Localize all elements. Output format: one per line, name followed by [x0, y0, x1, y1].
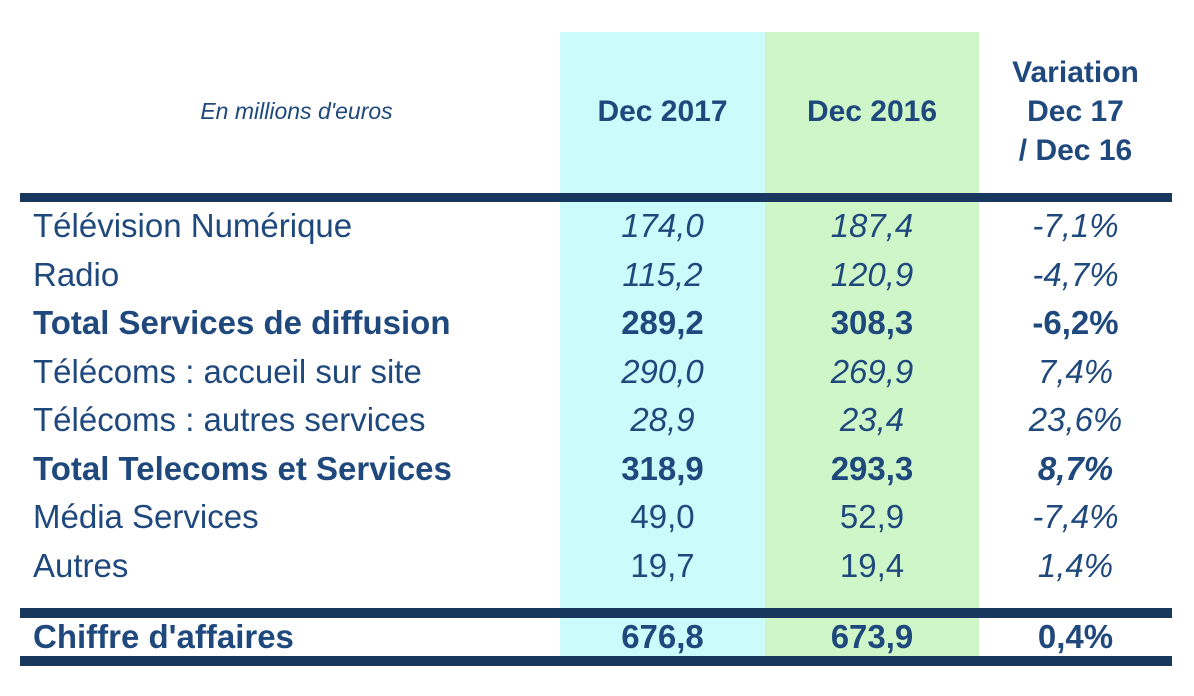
row-label: Total Telecoms et Services — [33, 449, 452, 487]
value-dec2016: 19,4 — [839, 546, 905, 584]
row-label: Chiffre d'affaires — [33, 618, 294, 655]
value-variation: 0,4% — [1037, 618, 1114, 655]
total-top-divider — [20, 608, 1172, 618]
dec2016-column-highlight — [765, 32, 979, 656]
value-dec2016: 293,3 — [830, 449, 914, 487]
value-dec2016: 23,4 — [839, 401, 905, 439]
row-label: Télécoms : autres services — [33, 401, 426, 439]
col-header-dec-2017: Dec 2017 — [597, 94, 728, 128]
table-header: En millions d'euros Dec 2017 Dec 2016 Va… — [20, 30, 1172, 193]
value-dec2016: 187,4 — [830, 207, 914, 245]
value-dec2016: 120,9 — [830, 255, 914, 293]
value-variation: 7,4% — [1037, 352, 1114, 390]
value-dec2017: 115,2 — [622, 255, 703, 293]
table-row: Télécoms : accueil sur site 290,0 269,9 … — [20, 348, 1172, 397]
value-variation: -7,4% — [1032, 498, 1119, 536]
table-row: Télévision Numérique 174,0 187,4 -7,1% — [20, 202, 1172, 251]
value-variation: -4,7% — [1032, 255, 1119, 293]
value-dec2017: 318,9 — [621, 449, 704, 487]
value-dec2017: 174,0 — [621, 207, 704, 245]
revenue-table: En millions d'euros Dec 2017 Dec 2016 Va… — [20, 30, 1172, 666]
table-row-subtotal: Total Services de diffusion 289,2 308,3 … — [20, 299, 1172, 348]
value-dec2017: 49,0 — [630, 498, 695, 536]
header-divider — [20, 193, 1172, 202]
row-label: Autres — [33, 546, 129, 584]
variation-header-line-1: Variation — [1012, 56, 1139, 89]
total-row: Chiffre d'affaires 676,8 673,9 0,4% — [20, 618, 1172, 656]
variation-header-line-3: / Dec 16 — [1018, 134, 1133, 167]
table-row: Télécoms : autres services 28,9 23,4 23,… — [20, 396, 1172, 445]
col-header-variation: Variation Dec 17 / Dec 16 — [979, 30, 1172, 193]
row-label: Média Services — [33, 498, 259, 536]
dec2017-column-highlight — [560, 32, 765, 656]
value-dec2016: 269,9 — [830, 352, 914, 390]
row-label: Radio — [33, 255, 120, 293]
row-label: Télévision Numérique — [33, 207, 353, 245]
spacer — [20, 590, 1172, 608]
value-variation: 8,7% — [1037, 449, 1114, 487]
table-row: Autres 19,7 19,4 1,4% — [20, 542, 1172, 591]
table-bottom-divider — [20, 656, 1172, 666]
value-dec2017: 19,7 — [630, 546, 695, 584]
value-dec2016: 308,3 — [830, 304, 914, 342]
value-dec2016: 673,9 — [830, 618, 914, 655]
value-dec2017: 28,9 — [630, 401, 695, 439]
value-variation: 23,6% — [1028, 401, 1123, 439]
value-dec2017: 676,8 — [621, 618, 704, 655]
value-variation: -6,2% — [1032, 304, 1119, 342]
value-variation: 1,4% — [1037, 546, 1114, 584]
value-dec2017: 290,0 — [621, 352, 704, 390]
unit-label: En millions d'euros — [200, 98, 393, 124]
value-dec2016: 52,9 — [839, 498, 905, 536]
row-label: Télécoms : accueil sur site — [33, 352, 422, 390]
value-dec2017: 289,2 — [621, 304, 704, 342]
value-variation: -7,1% — [1032, 207, 1119, 245]
col-header-dec-2016: Dec 2016 — [806, 94, 938, 128]
row-label: Total Services de diffusion — [33, 304, 451, 342]
table-row: Radio 115,2 120,9 -4,7% — [20, 251, 1172, 300]
variation-header-line-2: Dec 17 — [1027, 95, 1124, 128]
table-row: Média Services 49,0 52,9 -7,4% — [20, 493, 1172, 542]
table-row-subtotal: Total Telecoms et Services 318,9 293,3 8… — [20, 445, 1172, 494]
